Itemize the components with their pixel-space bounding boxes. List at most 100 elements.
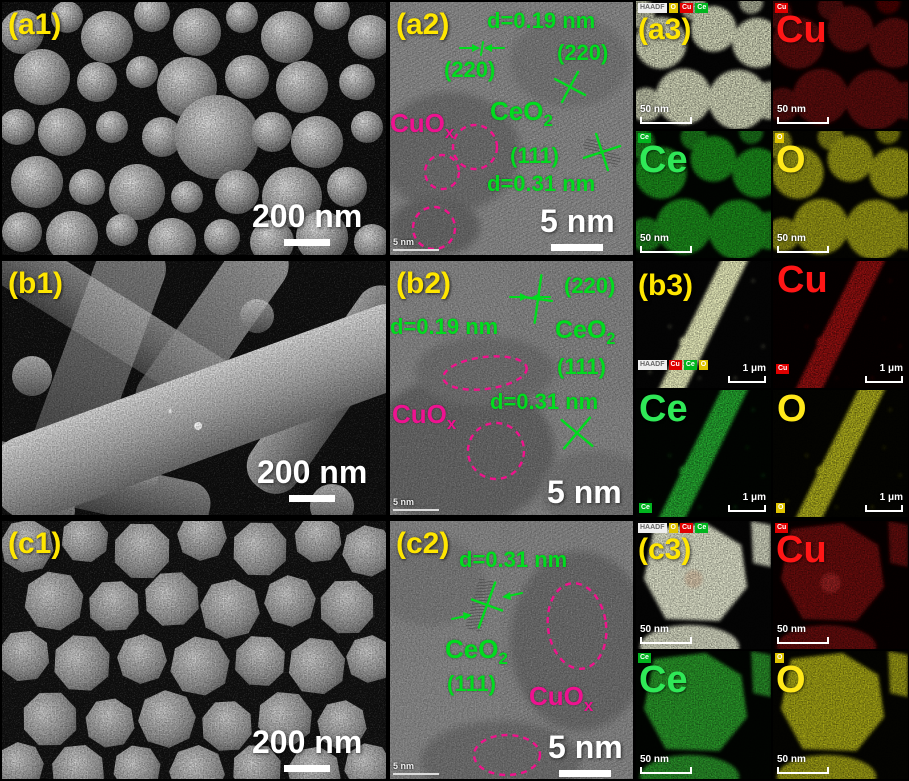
b3-o-image <box>773 390 908 517</box>
b3-haadf-scale: 1 μm <box>728 364 766 383</box>
b1-scale-label: 200 nm <box>257 454 368 490</box>
c1-scale-bar-line <box>284 765 331 772</box>
b2-plane-220: (220) <box>564 273 616 298</box>
c3-legend: HAADF O Cu Ce <box>638 523 709 533</box>
a2-embedded-scale: 5 nm <box>393 238 439 251</box>
a3-o-chip: O <box>775 132 785 143</box>
b3-ce-scale: 1 μm <box>728 493 766 512</box>
panel-a2-hrtem: (a2) d=0.19 nm (220) (220) CeO2 (111) d=… <box>390 2 633 255</box>
b2-dspacing-031: d=0.31 nm <box>490 389 599 414</box>
b2-dspacing-019: d=0.19 nm <box>390 314 499 339</box>
a3-haadf-scale-bar <box>640 116 692 124</box>
a3-ce-scale-bar <box>640 246 692 253</box>
c3-o-chip: O <box>775 653 785 663</box>
panel-a1-sem: (a1) 200 nm <box>2 2 386 255</box>
a2-scale-bar-line <box>551 244 604 251</box>
c2-scale-bar-line <box>559 770 612 777</box>
c3-ce-label: Ce <box>639 659 688 701</box>
a3-cu-chip: Cu <box>775 3 789 13</box>
a2-dspacing-019: d=0.19 nm <box>487 8 596 33</box>
b1-scale-bar-line <box>289 495 336 502</box>
b1-sem-micrograph <box>2 261 386 515</box>
b3-haadf-map: (b3) HAADF Cu Ce O 1 μm <box>636 261 771 388</box>
a2-dspacing-031: d=0.31 nm <box>487 171 596 196</box>
c3-o-scale-bar <box>777 767 829 774</box>
a2-embedded-scale-line <box>393 249 439 251</box>
b2-cuox-dashed-circles <box>442 355 528 481</box>
panel-c3-eds-maps: HAADF O Cu Ce (c3) 50 nm Cu Cu 50 nm <box>636 521 908 779</box>
c3-haadf-scale: 50 nm <box>640 625 692 644</box>
panel-b1-sem: (b1) 200 nm <box>2 261 386 515</box>
a2-scale-bar: 5 nm <box>540 205 615 251</box>
c3-cu-scale: 50 nm <box>777 625 829 644</box>
c3-legend-haadf-chip: HAADF <box>638 523 667 533</box>
a1-scale-label: 200 nm <box>252 198 363 234</box>
c3-legend-o-chip: O <box>668 523 678 533</box>
c3-cu-label: Cu <box>776 529 827 571</box>
c2-embedded-scale: 5 nm <box>393 762 439 775</box>
b1-scale-bar: 200 nm <box>257 456 367 502</box>
c2-lattice-markers <box>451 577 523 633</box>
panel-label-c1: (c1) <box>8 527 62 560</box>
c3-legend-ce-chip: Ce <box>695 523 709 533</box>
a3-o-map: O O 50 nm <box>773 130 908 258</box>
a3-o-label: O <box>776 138 806 181</box>
b3-legend-ce-chip: Ce <box>683 360 697 370</box>
a3-haadf-map: HAADF O Cu Ce (a3) 50 nm <box>636 1 771 129</box>
b2-cuox-label: CuOx <box>392 399 457 434</box>
c1-scale-label: 200 nm <box>252 724 363 760</box>
a3-cu-map: Cu Cu 50 nm <box>773 1 908 129</box>
b3-ce-label: Ce <box>639 390 688 430</box>
b2-ceo2-label: CeO2 <box>555 316 616 348</box>
a3-ce-label: Ce <box>639 138 688 181</box>
panel-label-a1: (a1) <box>8 8 62 41</box>
a2-plane-111: (111) <box>510 143 559 168</box>
a3-haadf-scale: 50 nm <box>640 104 692 124</box>
a2-cuox-dashed-circles <box>411 123 499 251</box>
a3-ce-scale: 50 nm <box>640 234 692 253</box>
panel-label-a3: (a3) <box>638 13 692 46</box>
c2-cuox-dashed-circles <box>472 582 608 777</box>
a2-scale-label: 5 nm <box>540 203 615 239</box>
a3-o-scale-bar <box>777 246 829 253</box>
panel-label-b2: (b2) <box>396 267 451 300</box>
b3-cu-map: Cu Cu 1 μm <box>773 261 908 388</box>
a2-ceo2-label: CeO2 <box>490 96 553 131</box>
a3-cu-label: Cu <box>776 9 827 51</box>
c3-cu-image <box>773 521 908 649</box>
b3-o-scale: 1 μm <box>865 493 903 512</box>
panel-label-b1: (b1) <box>8 267 63 300</box>
a3-legend-ce-chip: Ce <box>695 3 709 13</box>
c3-ce-scale: 50 nm <box>640 755 692 774</box>
c2-scale-label: 5 nm <box>548 729 623 765</box>
b3-ce-map: Ce Ce 1 μm <box>636 390 771 517</box>
b3-legend-o-chip: O <box>698 360 709 370</box>
b3-cu-image <box>773 261 908 388</box>
a2-plane-220-left: (220) <box>444 57 496 82</box>
c3-cu-chip: Cu <box>775 523 789 533</box>
b3-ce-image <box>636 390 771 517</box>
c3-ce-scale-bar <box>640 767 692 774</box>
a3-legend: HAADF O Cu Ce <box>638 3 709 13</box>
a3-ce-image <box>636 130 771 258</box>
b3-ce-chip: Ce <box>639 503 652 513</box>
c2-dspacing-031: d=0.31 nm <box>459 547 568 572</box>
a1-sem-micrograph <box>2 2 386 255</box>
b2-scale-bar: 5 nm <box>547 476 622 515</box>
a3-legend-cu-chip: Cu <box>679 3 694 13</box>
c2-plane-111: (111) <box>447 671 496 696</box>
b2-scale-label: 5 nm <box>547 474 622 510</box>
c3-ce-map: Ce Ce 50 nm <box>636 651 771 779</box>
c3-o-map: O O 50 nm <box>773 651 908 779</box>
c1-sem-micrograph <box>2 521 386 779</box>
b2-hrtem-micrograph <box>390 261 633 515</box>
c2-embedded-scale-line <box>393 773 439 775</box>
a3-haadf-image <box>636 1 771 129</box>
b2-plane-111: (111) <box>557 354 606 379</box>
b2-embedded-scale: 5 nm <box>393 498 439 511</box>
c3-o-label: O <box>776 659 806 701</box>
a1-scale-bar-line <box>284 239 331 246</box>
b3-o-scale-bar <box>865 505 903 512</box>
a3-cu-scale: 50 nm <box>777 104 829 124</box>
